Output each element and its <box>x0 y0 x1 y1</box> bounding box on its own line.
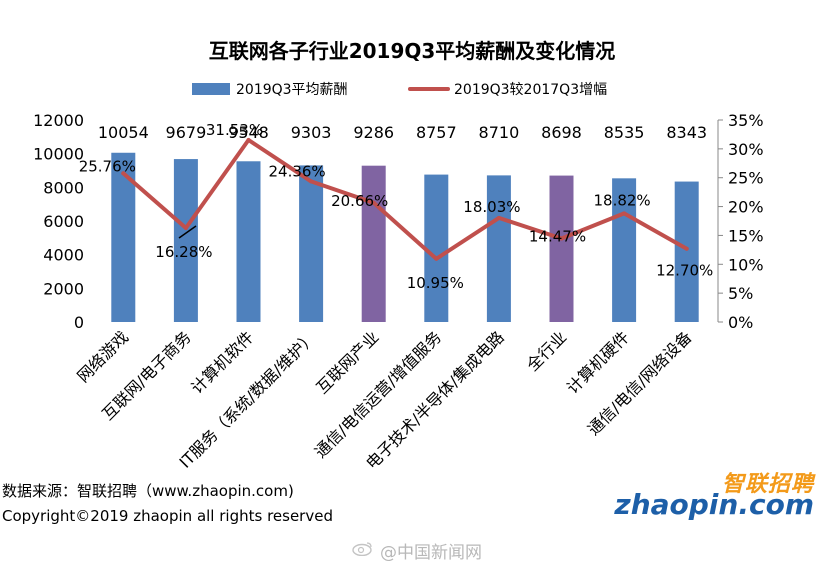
bar <box>361 165 386 322</box>
line-value-label: 14.47% <box>529 227 586 245</box>
line-point <box>246 138 251 143</box>
line-point <box>496 215 501 220</box>
bar-value-label: 8535 <box>604 123 645 142</box>
line-point <box>434 256 439 261</box>
right-tick-label: 35% <box>728 111 764 130</box>
bar-value-label: 9548 <box>228 123 269 142</box>
right-tick-label: 30% <box>728 140 764 159</box>
line-value-label: 20.66% <box>331 192 388 210</box>
line-value-label: 12.70% <box>656 262 713 280</box>
left-tick-label: 6000 <box>43 212 84 231</box>
weibo-icon <box>352 542 372 556</box>
copyright-note: Copyright©2019 zhaopin all rights reserv… <box>2 507 333 525</box>
bar-value-label: 8698 <box>541 123 582 142</box>
left-tick-label: 4000 <box>43 246 84 265</box>
line-value-label: 24.36% <box>268 162 325 180</box>
line-value-label: 31.53% <box>206 121 263 139</box>
category-label: 通信/电信/网络设备 <box>584 327 696 439</box>
right-tick-label: 25% <box>728 169 764 188</box>
logo-cn-text: 智联招聘 <box>721 472 814 497</box>
bar-value-label: 9286 <box>353 123 394 142</box>
chart-title: 互联网各子行业2019Q3平均薪酬及变化情况 <box>209 39 616 63</box>
line-value-label: 25.76% <box>79 157 136 175</box>
line-value-labels: 25.76% 16.28% 31.53% 24.36% 20.66% 10.95% 18.0… <box>79 121 714 292</box>
left-tick-label: 12000 <box>33 111 84 130</box>
right-axis: 0% 5% 10% 15% 20% 25% 30% 35% <box>717 111 764 332</box>
line-point <box>371 200 376 205</box>
bar-value-label: 8757 <box>416 123 457 142</box>
legend-label-bar: 2019Q3平均薪酬 <box>236 82 348 98</box>
right-tick-label: 5% <box>728 284 753 303</box>
line-value-label: 10.95% <box>407 274 464 292</box>
right-tick-label: 15% <box>728 226 764 245</box>
line-path <box>121 138 689 261</box>
left-tick-label: 10000 <box>33 145 84 164</box>
line-point <box>309 179 314 184</box>
category-label: 通信/电信运营/增值服务 <box>311 327 445 461</box>
bar <box>236 161 261 322</box>
bar-series <box>111 152 699 322</box>
bar <box>424 174 449 322</box>
bar-value-label: 9679 <box>166 123 207 142</box>
category-label: 全行业 <box>523 327 570 374</box>
left-axis: 0 2000 4000 6000 8000 10000 12000 <box>33 111 84 332</box>
bar <box>674 181 699 322</box>
logo-en-text: zhaopin.com <box>614 488 814 521</box>
left-tick-label: 0 <box>74 313 84 332</box>
bar <box>299 165 324 322</box>
legend: 2019Q3平均薪酬 2019Q3较2017Q3增幅 <box>192 82 607 98</box>
bar-value-label: 10054 <box>98 123 149 142</box>
bar <box>549 175 574 322</box>
right-tick-label: 0% <box>728 313 753 332</box>
line-point <box>684 246 689 251</box>
zhaopin-logo: 智联招聘 zhaopin.com <box>614 466 820 526</box>
bar <box>486 175 511 322</box>
bar-value-label: 9303 <box>291 123 332 142</box>
legend-label-line: 2019Q3较2017Q3增幅 <box>454 82 607 98</box>
left-tick-label: 2000 <box>43 279 84 298</box>
annotation-stroke <box>178 225 197 239</box>
source-note: 数据来源：智联招聘（www.zhaopin.com) <box>2 482 294 500</box>
category-label: 网络游戏 <box>73 327 132 386</box>
line-value-label: 18.82% <box>593 191 650 209</box>
line-series <box>121 138 689 261</box>
bar-value-label: 8710 <box>479 123 520 142</box>
right-tick-label: 10% <box>728 255 764 274</box>
bar <box>612 178 637 322</box>
bar-value-label: 8343 <box>666 123 707 142</box>
line-point <box>121 171 126 176</box>
line-point <box>183 226 188 231</box>
right-tick-label: 20% <box>728 198 764 217</box>
line-value-label: 18.03% <box>463 198 520 216</box>
line-value-label: 16.28% <box>155 243 212 261</box>
category-labels: 网络游戏互联网/电子商务计算机软件IT服务（系统/数据/维护）互联网产业通信/电… <box>73 327 695 473</box>
line-point <box>622 211 627 216</box>
bar-value-labels: 10054 9679 9548 9303 9286 8757 8710 8698 8535 834… <box>98 123 707 142</box>
watermark: @中国新闻网 <box>380 543 482 563</box>
bar <box>173 159 198 322</box>
left-tick-label: 8000 <box>43 178 84 197</box>
legend-swatch-bar <box>192 83 230 95</box>
line-point <box>559 236 564 241</box>
